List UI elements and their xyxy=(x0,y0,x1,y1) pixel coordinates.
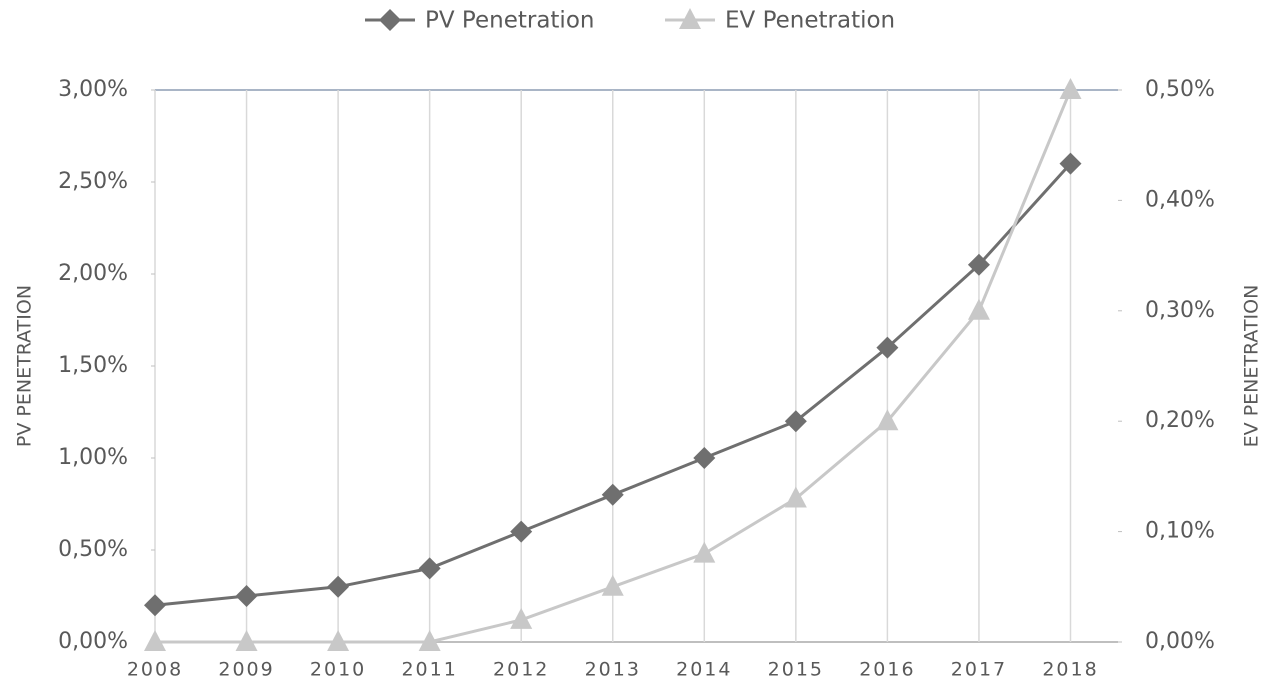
data-point xyxy=(1059,152,1082,175)
legend-marker xyxy=(379,9,401,31)
y-tick-label: 1,00% xyxy=(58,445,128,470)
y-tick-label: 1,50% xyxy=(58,353,128,378)
x-tick-label: 2016 xyxy=(859,659,915,681)
data-point xyxy=(784,486,807,508)
x-tick-label: 2013 xyxy=(585,659,641,681)
data-point xyxy=(510,607,533,629)
legend-marker xyxy=(679,8,701,29)
data-point xyxy=(144,630,166,651)
y-axis-title: PV PENETRATION xyxy=(14,285,36,447)
y2-tick-label: 0,30% xyxy=(1145,298,1215,323)
y2-tick-label: 0,10% xyxy=(1145,519,1215,544)
data-point xyxy=(876,409,899,431)
legend-label: PV Penetration xyxy=(425,8,594,34)
data-point xyxy=(601,483,624,506)
data-point xyxy=(693,447,716,469)
data-point xyxy=(510,520,533,543)
x-tick-label: 2009 xyxy=(218,659,274,681)
y2-tick-label: 0,20% xyxy=(1145,408,1215,433)
data-point xyxy=(876,336,899,359)
y2-tick-label: 0,00% xyxy=(1145,629,1215,654)
data-point xyxy=(1059,78,1082,99)
y2-tick-label: 0,40% xyxy=(1145,187,1215,212)
data-point xyxy=(418,557,441,580)
y-tick-label: 2,00% xyxy=(58,261,128,286)
x-tick-label: 2018 xyxy=(1042,659,1098,681)
x-tick-label: 2008 xyxy=(127,659,183,681)
y2-axis-title: EV PENETRATION xyxy=(1241,285,1263,448)
data-point xyxy=(418,630,441,651)
data-point xyxy=(967,253,990,276)
y-tick-label: 3,00% xyxy=(58,77,128,102)
x-tick-label: 2017 xyxy=(951,659,1007,681)
y-tick-label: 0,00% xyxy=(58,629,128,654)
data-point xyxy=(235,630,258,651)
data-point xyxy=(601,574,624,596)
y-tick-label: 0,50% xyxy=(58,537,128,562)
data-point xyxy=(327,575,350,598)
x-tick-label: 2010 xyxy=(310,659,366,681)
x-tick-label: 2015 xyxy=(768,659,824,681)
x-tick-label: 2011 xyxy=(401,659,457,681)
data-point xyxy=(784,410,807,433)
data-point xyxy=(327,630,350,651)
data-point xyxy=(967,298,990,320)
y2-tick-label: 0,50% xyxy=(1145,77,1215,102)
data-point xyxy=(235,585,258,607)
y-tick-label: 2,50% xyxy=(58,169,128,194)
data-point xyxy=(693,541,716,563)
data-point xyxy=(144,594,166,617)
x-tick-label: 2014 xyxy=(676,659,732,681)
x-tick-label: 2012 xyxy=(493,659,549,681)
legend-label: EV Penetration xyxy=(725,8,895,34)
